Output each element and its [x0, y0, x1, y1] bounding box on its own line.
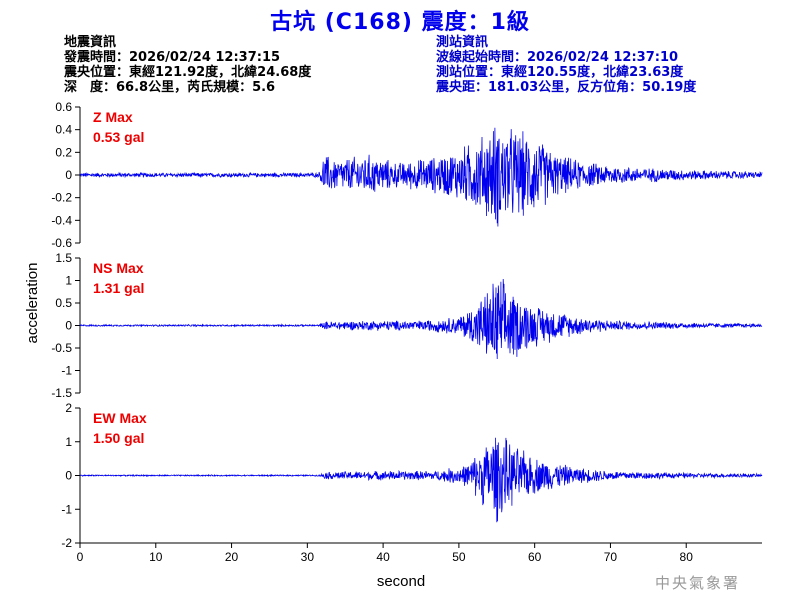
y-tick-label: 0 — [65, 469, 72, 483]
event-info-panel: 地震資訊 發震時間：2026/02/24 12:37:15 震央位置：東經121… — [64, 35, 311, 95]
station-info-panel: 測站資訊 波線起始時間：2026/02/24 12:37:10 測站位置：東經1… — [436, 35, 696, 95]
x-tick-label: 40 — [376, 550, 390, 564]
y-tick-label: -0.2 — [51, 191, 72, 205]
panel-max-label: 1.50 gal — [93, 430, 144, 446]
x-tick-label: 10 — [149, 550, 163, 564]
agency-watermark: 中央氣象署 — [655, 574, 741, 592]
y-tick-label: -2 — [61, 536, 72, 550]
y-tick-label: 0.2 — [55, 145, 72, 159]
origin-time: 發震時間：2026/02/24 12:37:15 — [64, 50, 281, 65]
station-info-heading: 測站資訊 — [436, 35, 489, 50]
epicentral-distance: 震央距：181.03公里，反方位角：50.19度 — [436, 80, 697, 95]
y-tick-label: 0 — [65, 319, 72, 333]
panel-name-label: EW Max — [93, 410, 147, 426]
y-tick-label: 1 — [65, 435, 72, 449]
y-tick-label: -0.5 — [51, 341, 72, 355]
y-tick-label: -1.5 — [51, 386, 72, 400]
y-tick-label: 1 — [65, 274, 72, 288]
panel-name-label: NS Max — [93, 260, 144, 276]
event-info-heading: 地震資訊 — [64, 35, 117, 50]
panel-max-label: 1.31 gal — [93, 280, 144, 296]
waveform-ns — [79, 278, 763, 360]
y-tick-label: -1 — [61, 364, 72, 378]
panel-name-label: Z Max — [93, 109, 133, 125]
x-tick-label: 50 — [452, 550, 466, 564]
x-tick-label: 60 — [528, 550, 542, 564]
y-axis-label: acceleration — [24, 263, 41, 344]
waveform-ew — [80, 437, 763, 523]
y-tick-label: 0 — [65, 168, 72, 182]
y-tick-label: 1.5 — [55, 251, 72, 265]
x-tick-label: 20 — [225, 550, 239, 564]
x-tick-label: 80 — [680, 550, 694, 564]
y-tick-label: -1 — [61, 502, 72, 516]
y-tick-label: 0.6 — [55, 100, 72, 114]
chart-title: 古坑 (C168) 震度：1級 — [270, 10, 530, 35]
x-axis-label: second — [377, 573, 425, 590]
y-tick-label: -0.4 — [51, 213, 72, 227]
x-tick-label: 70 — [604, 550, 618, 564]
station-location: 測站位置：東經120.55度，北緯23.63度 — [436, 65, 684, 80]
y-tick-label: 0.5 — [55, 296, 72, 310]
wave-start-time: 波線起始時間：2026/02/24 12:37:10 — [436, 50, 679, 65]
depth-magnitude: 深 度：66.8公里，芮氏規模：5.6 — [64, 80, 276, 95]
y-tick-label: 2 — [65, 401, 72, 415]
y-tick-label: 0.4 — [55, 123, 72, 137]
x-tick-label: 30 — [301, 550, 315, 564]
epicenter-location: 震央位置：東經121.92度，北緯24.68度 — [64, 65, 312, 80]
panel-max-label: 0.53 gal — [93, 129, 144, 145]
y-tick-label: -0.6 — [51, 236, 72, 250]
x-tick-label: 0 — [77, 550, 84, 564]
waveform-z — [79, 127, 763, 227]
